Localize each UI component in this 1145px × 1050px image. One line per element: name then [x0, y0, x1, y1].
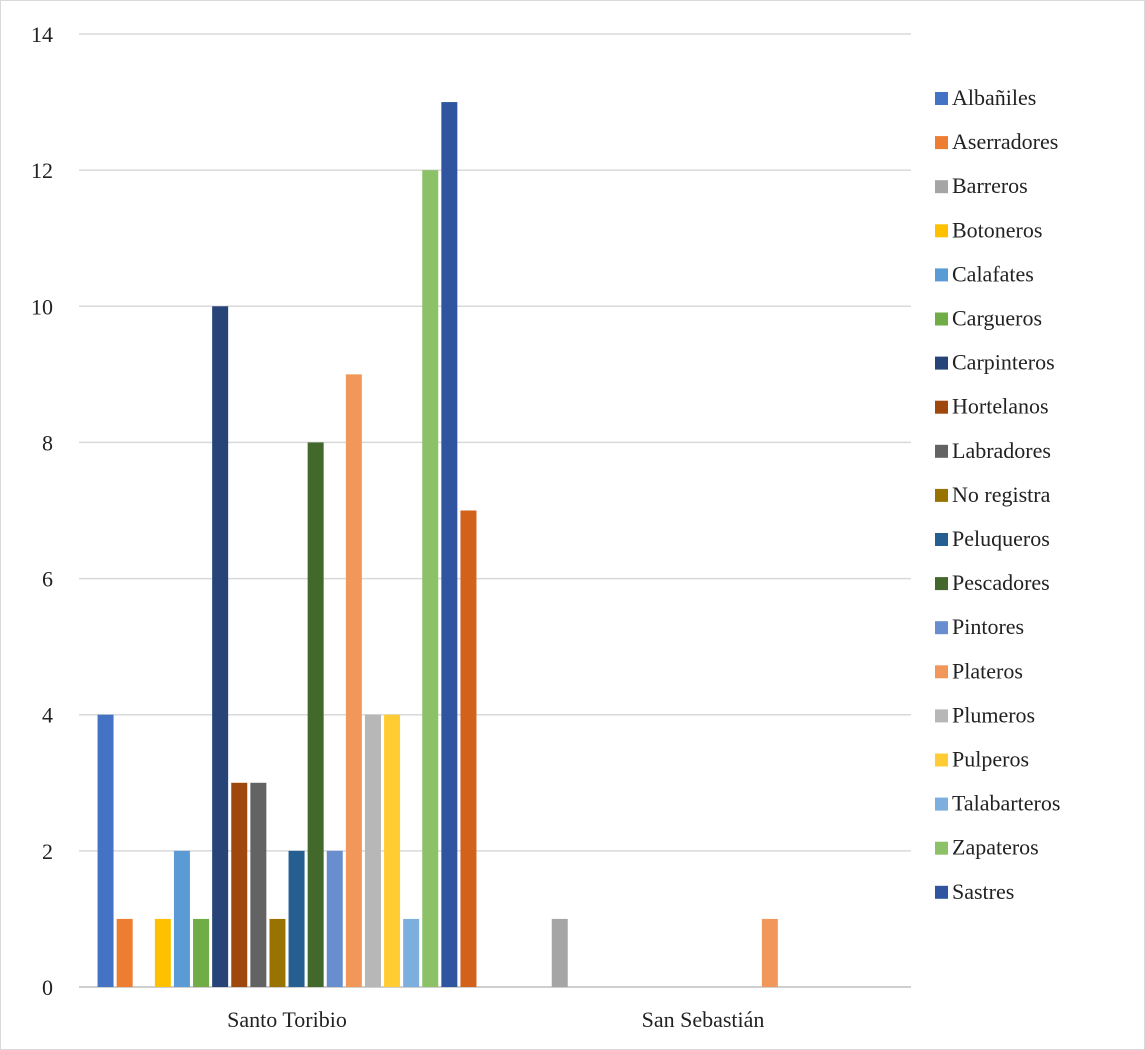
- legend-swatch: [935, 621, 948, 635]
- legend-swatch: [935, 312, 948, 326]
- legend-item: Cargueros: [935, 306, 1042, 331]
- legend-item: Plateros: [935, 658, 1023, 683]
- bar-zapateros: [422, 170, 439, 988]
- legend-label: Hortelanos: [952, 394, 1049, 419]
- legend-item: Aserradores: [935, 129, 1058, 154]
- legend-label: Plateros: [952, 658, 1023, 683]
- legend: Albañiles Aserradores Barreros Botoneros Cal…: [935, 85, 1060, 904]
- bar-plateros: [761, 918, 778, 987]
- x-axis-categories: Santo Toribio San Sebastián: [227, 1007, 764, 1032]
- legend-item: Plumeros: [935, 702, 1035, 727]
- legend-label: Cargueros: [952, 306, 1042, 331]
- bar-series-20: [460, 510, 477, 987]
- legend-label: Sastres: [952, 879, 1014, 904]
- legend-item: Labradores: [935, 438, 1051, 463]
- legend-item: Peluqueros: [935, 526, 1050, 551]
- legend-swatch: [935, 400, 948, 414]
- bar-botoneros: [154, 918, 171, 987]
- y-tick-label: 2: [42, 839, 53, 864]
- legend-label: Peluqueros: [952, 526, 1050, 551]
- legend-swatch: [935, 488, 948, 502]
- legend-item: Barreros: [935, 173, 1028, 198]
- legend-item: Pescadores: [935, 570, 1050, 595]
- bar-cargueros: [193, 918, 210, 987]
- y-tick-label: 12: [31, 158, 53, 183]
- x-category-label: San Sebastián: [642, 1007, 765, 1032]
- legend-item: Calafates: [935, 261, 1034, 286]
- legend-item: Botoneros: [935, 217, 1042, 242]
- legend-label: Albañiles: [952, 85, 1036, 110]
- bar-aserradores: [116, 918, 133, 987]
- bar-hortelanos: [231, 782, 248, 987]
- legend-label: Plumeros: [952, 702, 1035, 727]
- legend-swatch: [935, 444, 948, 458]
- bar-labradores: [250, 782, 267, 987]
- bar-pulperos: [384, 714, 401, 987]
- legend-swatch: [935, 885, 948, 899]
- legend-label: Talabarteros: [952, 791, 1060, 816]
- bar-albañiles: [97, 714, 114, 987]
- legend-item: Talabarteros: [935, 791, 1060, 816]
- legend-swatch: [935, 136, 948, 150]
- legend-label: Barreros: [952, 173, 1028, 198]
- legend-item: Pintores: [935, 614, 1024, 639]
- legend-swatch: [935, 841, 948, 855]
- y-tick-label: 6: [42, 567, 53, 592]
- bar-talabarteros: [403, 918, 420, 987]
- bar-pintores: [326, 850, 343, 987]
- bar-carpinteros: [212, 306, 229, 987]
- bar-peluqueros: [288, 850, 305, 987]
- bar-calafates: [173, 850, 190, 987]
- legend-swatch: [935, 665, 948, 679]
- bar-barreros: [551, 918, 568, 987]
- legend-swatch: [935, 180, 948, 194]
- legend-label: Botoneros: [952, 217, 1042, 242]
- legend-swatch: [935, 356, 948, 370]
- legend-swatch: [935, 224, 948, 238]
- legend-swatch: [935, 268, 948, 282]
- legend-label: Pintores: [952, 614, 1024, 639]
- legend-item: Pulperos: [935, 747, 1029, 772]
- y-axis-ticks: 0 2 4 6 8 10 12 14: [31, 22, 53, 1000]
- bar-pescadores: [307, 442, 324, 987]
- legend-swatch: [935, 577, 948, 591]
- legend-label: No registra: [952, 482, 1051, 507]
- legend-label: Pulperos: [952, 747, 1029, 772]
- legend-item: Carpinteros: [935, 350, 1055, 375]
- bar-no-registra: [269, 918, 286, 987]
- legend-label: Zapateros: [952, 835, 1039, 860]
- x-category-label: Santo Toribio: [227, 1007, 347, 1032]
- y-tick-label: 4: [42, 703, 53, 728]
- legend-swatch: [935, 92, 948, 105]
- y-tick-label: 0: [42, 975, 53, 1000]
- legend-swatch: [935, 797, 948, 811]
- legend-label: Pescadores: [952, 570, 1050, 595]
- legend-label: Aserradores: [952, 129, 1058, 154]
- gridlines: [79, 33, 911, 988]
- legend-item: Sastres: [935, 879, 1014, 904]
- y-tick-label: 8: [42, 430, 53, 455]
- legend-item: No registra: [935, 482, 1051, 507]
- legend-label: Calafates: [952, 261, 1034, 286]
- bar-plumeros: [364, 714, 381, 987]
- legend-item: Hortelanos: [935, 394, 1049, 419]
- bars: [97, 102, 778, 988]
- legend-label: Labradores: [952, 438, 1051, 463]
- legend-swatch: [935, 709, 948, 723]
- legend-item: Albañiles: [935, 85, 1036, 110]
- legend-swatch: [935, 753, 948, 767]
- y-tick-label: 10: [31, 294, 53, 319]
- bar-plateros: [345, 374, 362, 987]
- y-tick-label: 14: [31, 22, 53, 47]
- bar-sastres: [441, 102, 458, 988]
- legend-item: Zapateros: [935, 835, 1039, 860]
- legend-label: Carpinteros: [952, 350, 1055, 375]
- legend-swatch: [935, 533, 948, 546]
